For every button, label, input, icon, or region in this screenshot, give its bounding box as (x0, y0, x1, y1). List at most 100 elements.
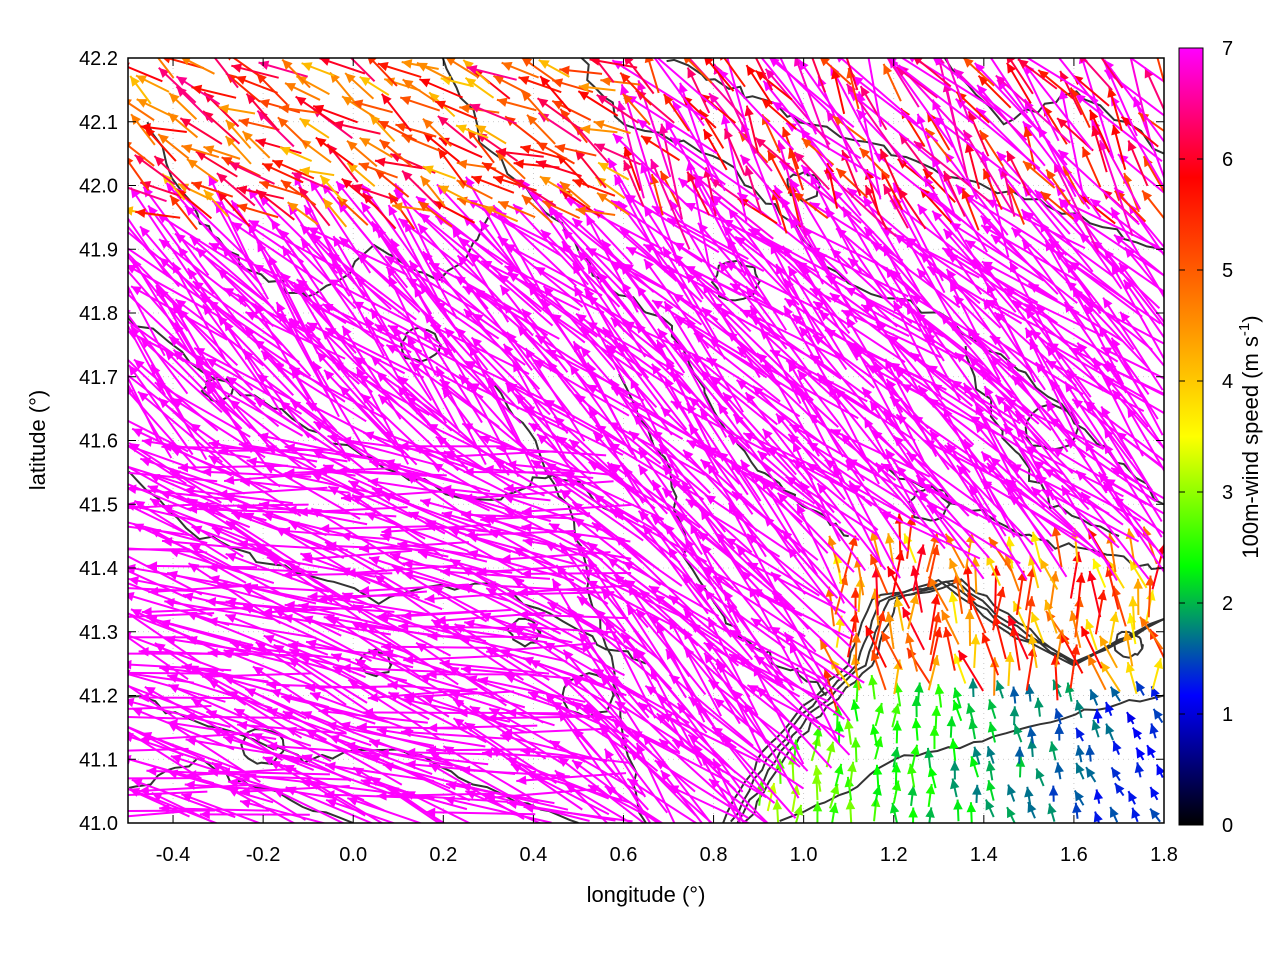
wind-arrow-shaft (131, 778, 236, 819)
wind-arrow-head (991, 565, 1001, 576)
wind-arrow-shaft (128, 730, 202, 780)
wind-arrow-head (907, 785, 918, 796)
wind-arrow-head (1013, 724, 1023, 736)
wind-arrow-head (847, 761, 857, 773)
wind-arrow (225, 552, 330, 593)
wind-arrow (1085, 618, 1098, 651)
wind-arrow-head (695, 583, 707, 594)
wind-arrow-head (359, 543, 370, 554)
wind-arrow-head (1027, 726, 1037, 738)
wind-arrow-head (182, 592, 194, 602)
wind-arrow-head (324, 790, 335, 800)
wind-arrow-shaft (128, 672, 195, 684)
wind-arrow-head (930, 594, 941, 605)
wind-arrow-shaft (485, 646, 579, 708)
wind-arrow-head (240, 582, 252, 592)
wind-arrow-head (1093, 811, 1103, 823)
wind-arrow-head (115, 460, 126, 469)
wind-arrow-head (1075, 762, 1085, 774)
wind-arrow (128, 809, 216, 813)
wind-arrow-head (844, 718, 854, 730)
wind-arrow-shaft (756, 686, 833, 769)
wind-arrow-head (516, 775, 527, 786)
wind-arrow-head (987, 721, 998, 733)
wind-arrow-head (948, 591, 959, 603)
wind-arrow (309, 691, 414, 733)
wind-arrow (750, 617, 843, 682)
wind-arrow-shaft (167, 721, 261, 783)
wind-arrow-head (1093, 789, 1104, 801)
wind-arrow-shaft (789, 642, 839, 743)
wind-arrow-head (323, 614, 335, 624)
wind-arrow-head (1054, 708, 1064, 720)
wind-arrow-head (89, 771, 100, 780)
wind-arrow-head (1133, 578, 1143, 589)
wind-arrow-shaft (658, 738, 742, 814)
wind-arrow-shaft (427, 635, 538, 639)
wind-arrow-head (704, 652, 714, 664)
wind-arrow-shaft (225, 613, 329, 656)
wind-arrow-head (793, 804, 804, 816)
wind-arrow (263, 634, 366, 679)
wind-arrow-shaft (578, 631, 650, 719)
wind-arrow-head (521, 569, 532, 579)
wind-arrow-shaft (454, 623, 550, 681)
wind-arrow (901, 606, 925, 651)
wind-arrow-shaft (665, 648, 725, 744)
wind-arrow-shaft (376, 792, 487, 798)
wind-arrow (908, 807, 918, 823)
wind-arrow-head (162, 505, 174, 515)
wind-arrow-head (1051, 526, 1062, 537)
wind-arrow-head (1093, 708, 1103, 720)
wind-arrow-head (1136, 747, 1146, 759)
wind-arrow (1085, 744, 1095, 762)
wind-arrow-head (146, 766, 157, 776)
wind-arrow-head (986, 780, 996, 791)
wind-arrow-shaft (151, 791, 217, 823)
wind-arrow (874, 702, 884, 727)
wind-arrow (403, 654, 514, 665)
wind-arrow-shaft (309, 692, 414, 733)
wind-arrow-head (306, 639, 317, 649)
wind-arrow-head (910, 744, 920, 756)
wind-arrow (1149, 723, 1159, 739)
wind-arrow-head (504, 674, 516, 684)
wind-arrow-head (933, 627, 943, 638)
wind-arrow-head (1145, 575, 1155, 586)
wind-arrow-head (972, 784, 982, 795)
wind-arrow-head (128, 659, 132, 670)
wind-arrow (944, 533, 966, 569)
wind-arrow-head (347, 796, 359, 806)
wind-arrow-head (239, 786, 251, 797)
wind-arrow (1149, 808, 1161, 823)
wind-arrow-head (184, 711, 195, 722)
wind-arrow (812, 801, 823, 823)
wind-arrow-head (767, 783, 777, 794)
wind-arrow-shaft (328, 735, 433, 776)
wind-arrow-head (381, 641, 392, 652)
wind-arrow-head (138, 646, 149, 657)
wind-arrow-head (202, 671, 213, 682)
wind-arrow-head (457, 707, 468, 718)
wind-arrow-shaft (302, 616, 408, 654)
wind-arrow (1009, 686, 1020, 704)
wind-arrow (1024, 683, 1035, 702)
wind-arrow-shaft (642, 734, 711, 823)
wind-arrow-head (500, 554, 511, 564)
wind-arrow (872, 784, 882, 807)
wind-arrow-shaft (128, 612, 215, 618)
wind-arrow-head (423, 695, 435, 705)
wind-arrow (527, 691, 630, 738)
wind-arrow-head (1150, 629, 1159, 641)
wind-arrow (834, 721, 844, 745)
wind-arrow-head (891, 762, 902, 773)
wind-arrow (1054, 708, 1064, 725)
wind-arrow-head (144, 686, 156, 696)
wind-arrow (925, 807, 935, 823)
wind-arrow-shaft (642, 524, 709, 615)
wind-arrow (571, 675, 653, 754)
wind-arrow-shaft (128, 521, 208, 545)
wind-arrow-shaft (128, 555, 203, 596)
wind-arrow-shaft (547, 601, 644, 658)
wind-arrow-shaft (484, 788, 595, 800)
